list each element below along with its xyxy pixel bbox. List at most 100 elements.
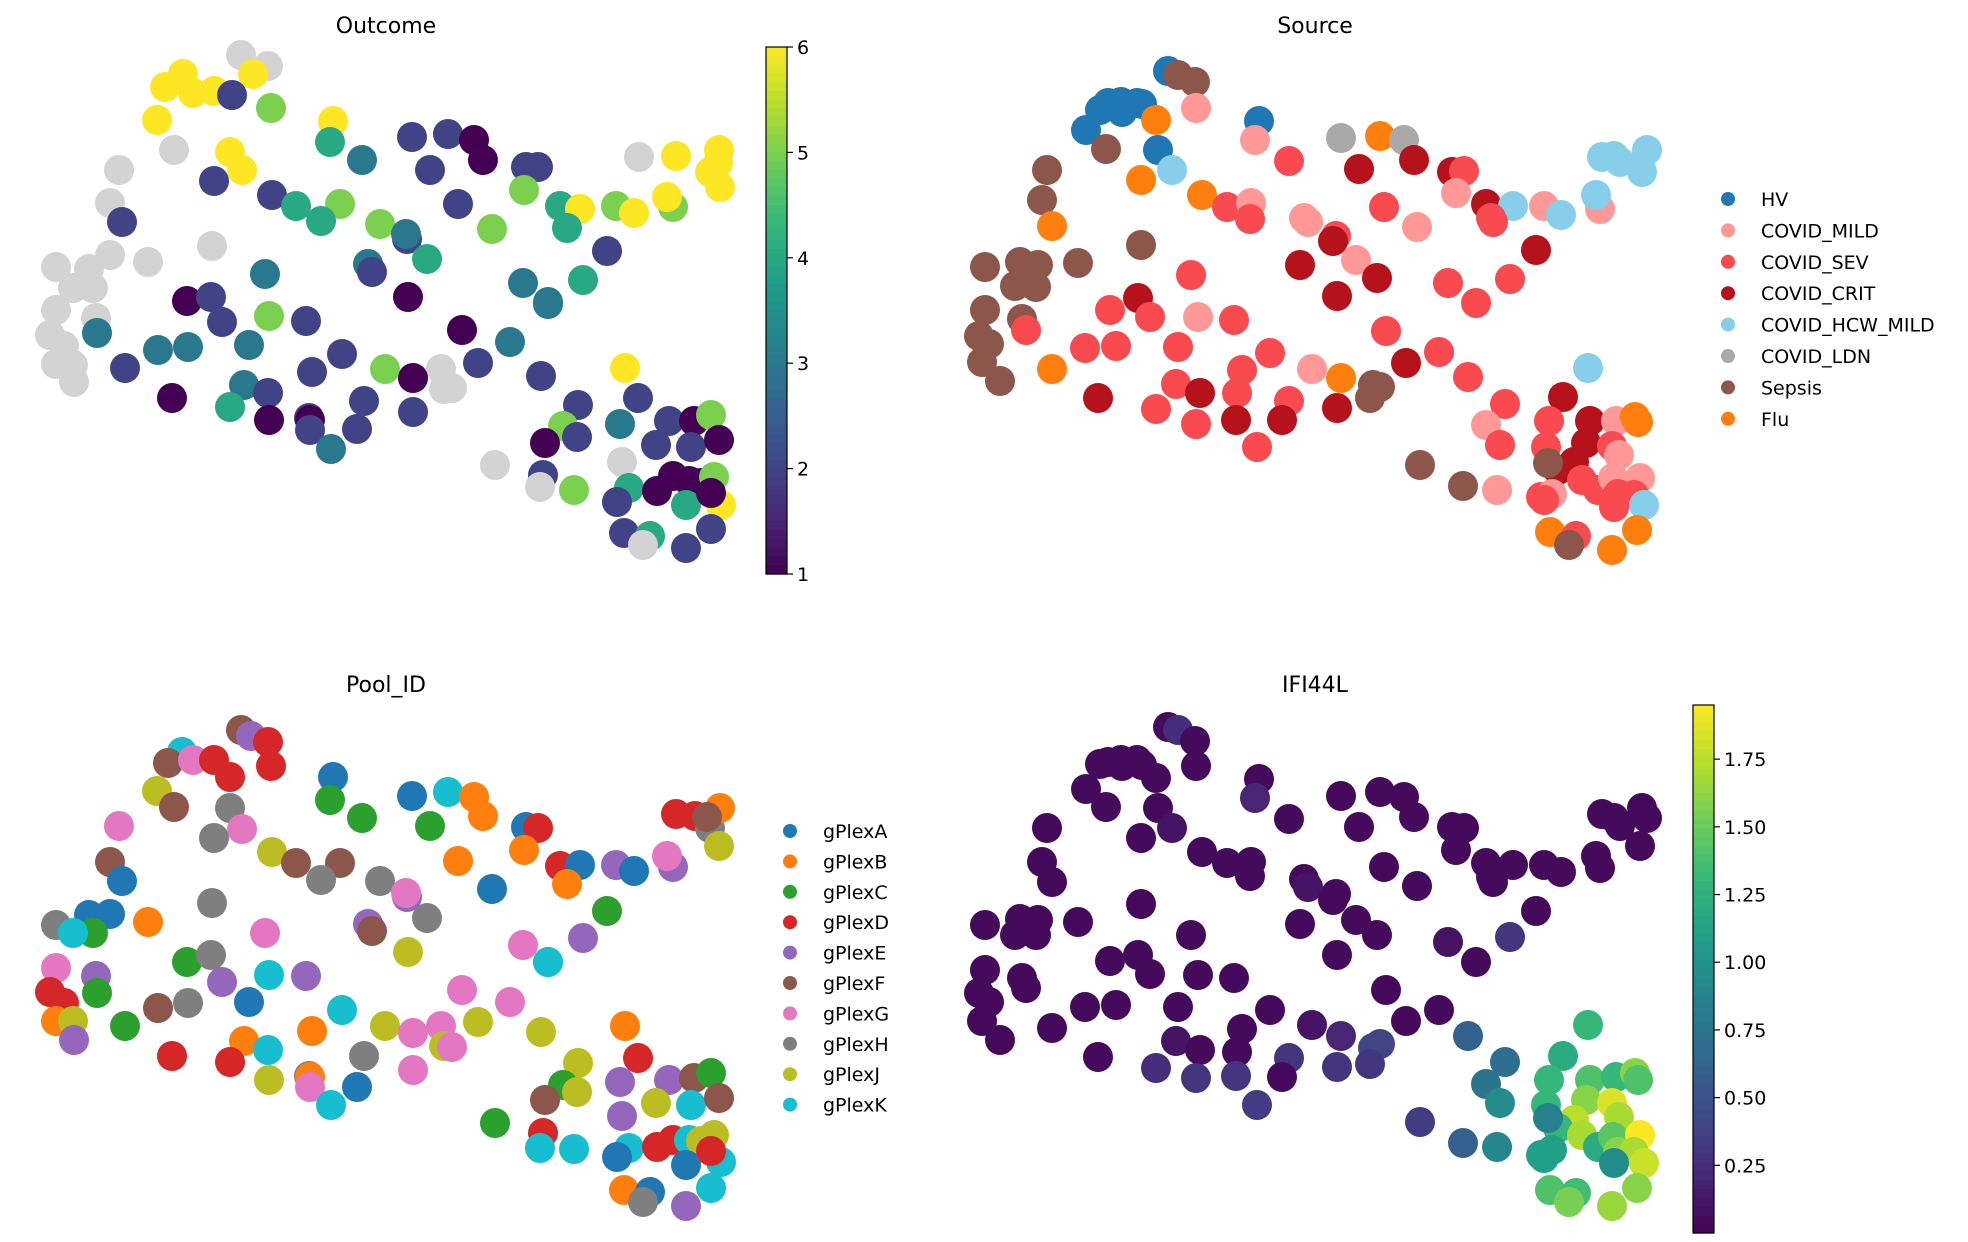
colorbar-segment: [1693, 1048, 1714, 1058]
point-0-113: [704, 425, 734, 455]
colorbar-segment: [1693, 749, 1714, 759]
legend-marker: [783, 1097, 797, 1112]
legend-marker: [783, 1006, 797, 1021]
colorbar-segment: [766, 169, 787, 180]
point-3-30: [1441, 835, 1471, 865]
legend-marker: [783, 915, 797, 930]
colorbar-tick-label: 1.75: [1724, 749, 1766, 771]
colorbar-segment: [766, 249, 787, 259]
legend-marker: [1721, 254, 1735, 269]
colorbar-segment: [766, 64, 787, 74]
point-0-88: [157, 383, 187, 413]
colorbar-segment: [1693, 1021, 1714, 1032]
point-2-44: [412, 903, 442, 933]
point-3-102: [1573, 1010, 1603, 1040]
point-0-47: [357, 257, 387, 287]
point-3-16: [1157, 813, 1187, 843]
point-3-101: [1242, 1090, 1272, 1120]
point-1-103: [1548, 382, 1578, 412]
point-3-63: [1495, 922, 1525, 952]
point-1-43: [1369, 192, 1399, 222]
point-3-52: [1322, 940, 1352, 970]
point-1-27: [1399, 145, 1429, 175]
point-3-99: [1267, 1062, 1297, 1092]
point-3-90: [1222, 1037, 1252, 1067]
legend-label: COVID_HCW_MILD: [1761, 315, 1935, 337]
point-0-19: [433, 119, 463, 149]
point-0-44: [412, 244, 442, 274]
colorbar-segment: [766, 82, 787, 92]
colorbar-segment: [766, 196, 787, 206]
colorbar-segment: [766, 565, 787, 575]
point-0-117: [559, 475, 589, 505]
point-2-127: [671, 1150, 701, 1180]
point-2-82: [398, 1018, 428, 1048]
point-2-128: [696, 1136, 726, 1166]
colorbar-segment: [1693, 916, 1714, 926]
point-1-14: [1091, 134, 1121, 164]
colorbar-segment: [766, 503, 787, 514]
legend-marker: [1721, 380, 1735, 395]
colorbar-segment: [766, 231, 787, 241]
point-0-55: [250, 259, 280, 289]
point-0-10: [159, 135, 189, 165]
panel-title-ifi44l: IFI44L: [1282, 673, 1349, 698]
point-2-120: [602, 1142, 632, 1172]
point-3-143: [1632, 803, 1662, 833]
colorbar-segment: [766, 319, 787, 329]
point-0-49: [41, 252, 71, 282]
colorbar-segment: [1693, 1197, 1714, 1208]
point-0-82: [398, 363, 428, 393]
point-3-95: [1141, 1053, 1171, 1083]
point-0-13: [199, 166, 229, 196]
point-0-76: [495, 327, 525, 357]
point-2-105: [610, 1011, 640, 1041]
point-0-7: [142, 105, 172, 135]
point-0-93: [349, 386, 379, 416]
point-1-56: [1063, 248, 1093, 278]
point-0-83: [463, 348, 493, 378]
point-3-53: [970, 910, 1000, 940]
colorbar-tick-label: 1.25: [1724, 885, 1766, 907]
point-1-13: [1240, 125, 1270, 155]
point-2-59: [592, 896, 622, 926]
colorbar-segment: [766, 415, 787, 426]
point-1-18: [1032, 155, 1062, 185]
point-2-95: [437, 1032, 467, 1062]
point-0-87: [297, 357, 327, 387]
point-2-118: [607, 1101, 637, 1131]
point-2-26: [306, 865, 336, 895]
point-3-22: [1274, 804, 1304, 834]
point-2-56: [508, 930, 538, 960]
colorbar-segment: [766, 292, 787, 303]
colorbar-segment: [766, 126, 787, 136]
point-1-136: [1597, 535, 1627, 565]
point-1-10: [1141, 105, 1171, 135]
point-2-8: [215, 762, 245, 792]
point-1-131: [1629, 490, 1659, 520]
point-1-143: [1632, 135, 1662, 165]
point-2-24: [281, 848, 311, 878]
point-2-85: [59, 1025, 89, 1055]
point-1-37: [1027, 185, 1057, 215]
colorbar-segment: [1693, 1109, 1714, 1120]
point-0-75: [327, 339, 357, 369]
point-0-24: [281, 191, 311, 221]
point-3-14: [1091, 792, 1121, 822]
point-3-67: [1183, 960, 1213, 990]
point-1-99: [1267, 405, 1297, 435]
point-1-115: [1604, 440, 1634, 470]
colorbar-segment: [1693, 819, 1714, 829]
colorbar-segment: [1693, 889, 1714, 900]
point-0-127: [671, 490, 701, 520]
colorbar-segment: [1693, 986, 1714, 996]
colorbar-segment: [1693, 1083, 1714, 1093]
point-2-99: [342, 1072, 372, 1102]
colorbar-tick-label: 0.25: [1724, 1155, 1766, 1177]
colorbar-tick-label: 0.50: [1724, 1088, 1766, 1110]
point-0-118: [607, 447, 637, 477]
point-1-82: [1297, 354, 1327, 384]
colorbar-segment: [766, 371, 787, 382]
point-1-101: [1242, 432, 1272, 462]
point-3-39: [1235, 861, 1265, 891]
